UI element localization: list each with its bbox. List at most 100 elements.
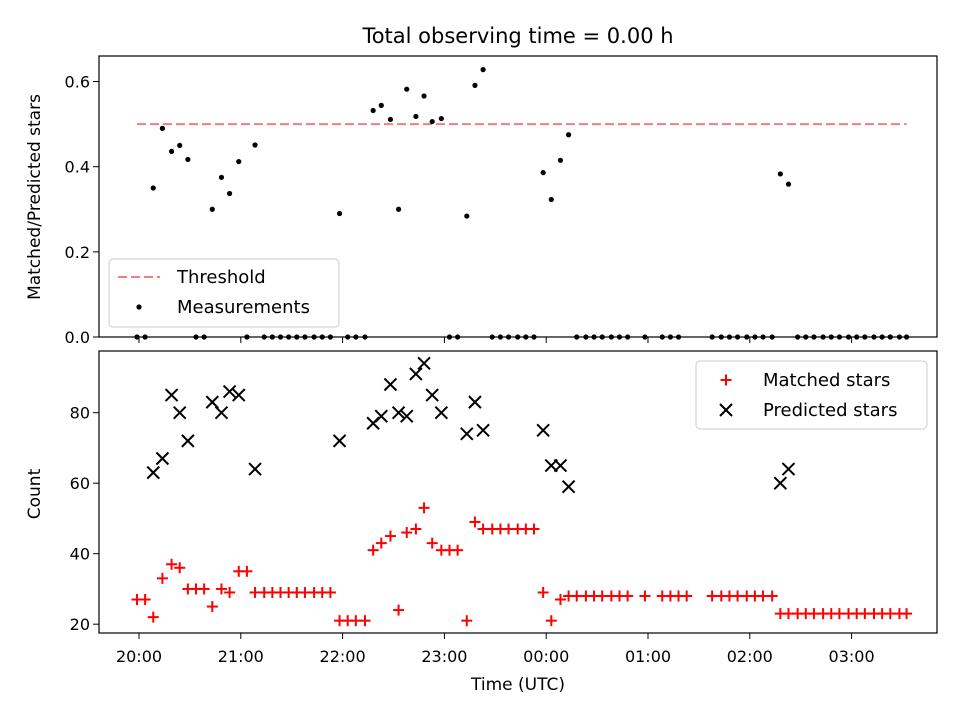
chart-title: Total observing time = 0.00 h (361, 24, 673, 48)
x-tick: 22:00 (320, 633, 366, 666)
top-y-tick-label: 0.6 (65, 73, 90, 92)
matched-star-point (766, 590, 778, 602)
measurement-point (777, 171, 783, 177)
bottom-plot-area (131, 356, 913, 627)
matched-star-point (418, 502, 430, 514)
x-tick-label: 01:00 (625, 647, 671, 666)
predicted-star-point (332, 434, 347, 448)
matched-star-point (198, 583, 210, 595)
top-y-tick: 0.6 (65, 73, 99, 92)
predicted-star-point (248, 462, 262, 476)
matched-star-point (537, 586, 549, 598)
legend-measurements-swatch (136, 304, 142, 310)
matched-star-point (622, 590, 634, 602)
matched-star-point (367, 544, 379, 556)
measurement-point (370, 107, 376, 114)
matched-star-point (359, 615, 371, 627)
predicted-star-point (425, 388, 439, 402)
measurement-point (236, 158, 242, 165)
bottom-y-axis-label: Count (25, 468, 45, 519)
matched-star-point (215, 583, 227, 595)
x-tick-label: 20:00 (116, 647, 162, 666)
bottom-legend: Matched stars Predicted stars (695, 360, 928, 430)
predicted-star-point (460, 427, 474, 441)
top-y-tick-label: 0.2 (65, 243, 90, 262)
measurement-point (421, 93, 427, 99)
predicted-star-point (781, 462, 796, 476)
matched-star-point (554, 594, 566, 606)
x-tick: 23:00 (421, 633, 467, 666)
measurement-point (540, 170, 546, 176)
measurement-point (413, 113, 419, 120)
predicted-star-point (214, 405, 229, 420)
matched-star-point (639, 590, 651, 602)
predicted-star-point (773, 476, 788, 490)
measurement-point (565, 132, 572, 138)
measurement-point (395, 206, 402, 212)
bottom-y-tick-label: 60 (70, 474, 90, 493)
top-y-axis-label: Matched/Predicted stars (25, 94, 45, 300)
measurement-point (177, 142, 183, 149)
measurement-point (168, 148, 175, 154)
predicted-star-point (155, 451, 170, 466)
legend-matched-label: Matched stars (763, 370, 890, 391)
predicted-star-point (400, 409, 414, 423)
measurement-point (472, 82, 478, 88)
matched-star-point (174, 562, 186, 574)
matched-star-point (528, 523, 540, 535)
x-tick-label: 21:00 (218, 647, 264, 666)
matched-star-point (426, 537, 438, 549)
matched-star-point (147, 611, 159, 623)
matched-star-point (545, 615, 557, 627)
predicted-star-point (553, 458, 568, 473)
measurement-point (336, 210, 343, 217)
predicted-star-point (374, 409, 388, 423)
predicted-star-point (222, 384, 237, 399)
measurement-point (227, 190, 233, 197)
x-tick: 00:00 (523, 633, 569, 666)
matched-star-point (156, 572, 168, 584)
measurement-point (150, 185, 156, 191)
legend-predicted-label: Predicted stars (763, 400, 897, 421)
matched-star-point (681, 590, 693, 602)
measurement-point (480, 67, 486, 73)
top-y-tick: 0.4 (65, 158, 99, 177)
top-axes-frame (98, 55, 938, 338)
measurement-point (464, 213, 470, 219)
x-tick: 01:00 (625, 633, 671, 666)
measurement-point (548, 196, 554, 203)
predicted-star-point (409, 367, 423, 381)
matched-star-point (206, 601, 218, 613)
x-tick-label: 02:00 (727, 647, 773, 666)
measurement-point (429, 118, 435, 125)
matched-star-point (393, 604, 405, 616)
predicted-star-point (146, 465, 160, 480)
matched-star-point (901, 608, 913, 620)
matched-star-point (461, 615, 473, 627)
predicted-star-point (468, 395, 482, 409)
bottom-y-tick-label: 20 (70, 615, 90, 634)
top-y-tick: 0.2 (65, 243, 99, 262)
predicted-star-point (476, 423, 490, 438)
top-y-tick-label: 0.0 (65, 328, 90, 347)
x-axis-label: Time (UTC) (470, 675, 565, 695)
x-tick: 20:00 (116, 633, 162, 666)
bottom-y-tick-label: 40 (70, 545, 90, 564)
bottom-y-tick: 40 (70, 545, 99, 564)
bottom-axes-frame (98, 350, 938, 634)
measurement-point (557, 157, 564, 163)
top-legend-frame (108, 258, 340, 328)
bottom-y-tick: 20 (70, 615, 99, 634)
predicted-star-point (164, 388, 179, 402)
bottom-legend-frame (695, 360, 928, 430)
matched-star-point (166, 558, 178, 570)
x-tick: 21:00 (218, 633, 264, 666)
x-tick: 02:00 (727, 633, 773, 666)
legend-measurements-label: Measurements (177, 297, 310, 318)
matched-star-point (469, 516, 481, 528)
legend-predicted-swatch (719, 403, 733, 417)
measurement-point (785, 181, 792, 187)
measurement-point (252, 142, 258, 148)
matched-star-point (241, 565, 253, 577)
